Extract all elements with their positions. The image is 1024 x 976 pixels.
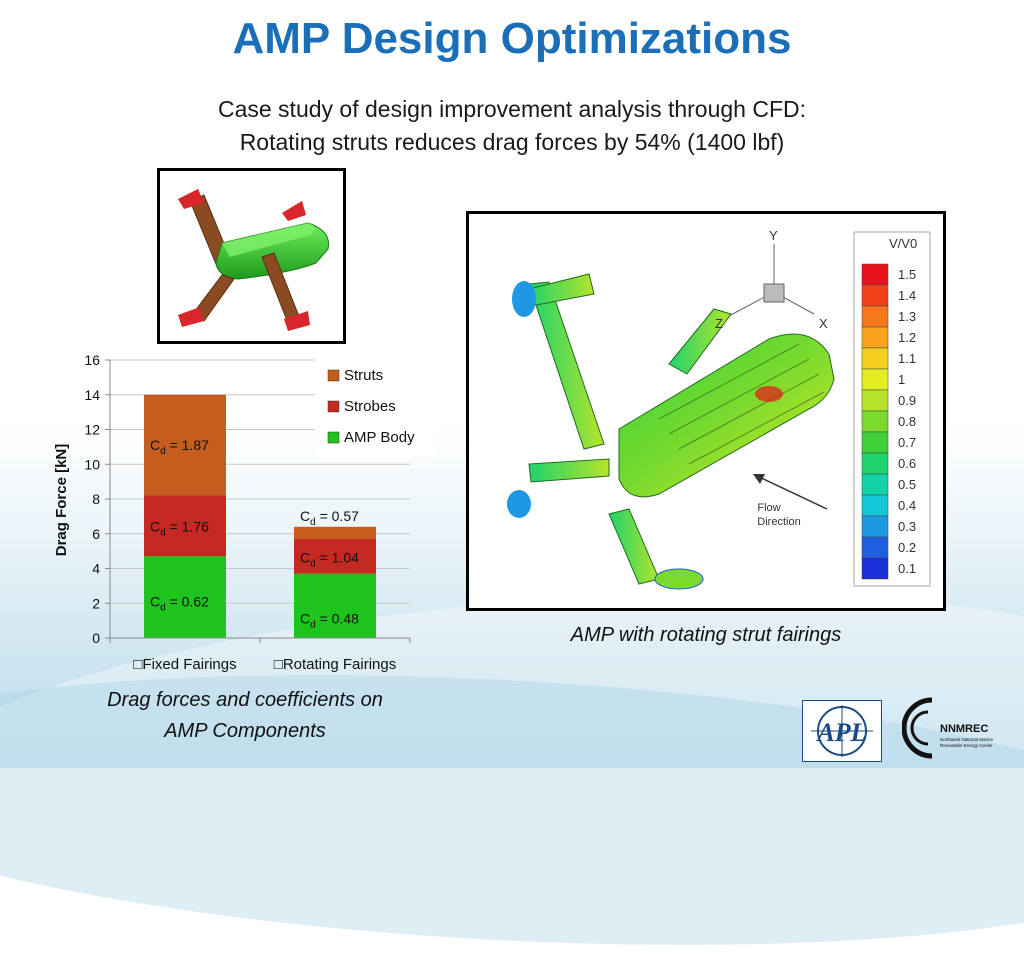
amp-render-image xyxy=(157,168,346,344)
legend-label: Struts xyxy=(344,367,383,384)
colorbar-tick-label: 0.4 xyxy=(898,498,916,513)
colorbar-swatch xyxy=(861,557,889,580)
colorbar-swatch xyxy=(861,347,889,370)
legend-swatch xyxy=(327,400,340,413)
data-label: Cd = 1.04 xyxy=(300,549,359,569)
bar-segment xyxy=(294,526,376,539)
colorbar-tick-label: 1 xyxy=(898,372,905,387)
data-label: Cd = 1.76 xyxy=(150,519,209,539)
bar-segment xyxy=(294,538,376,574)
nnmrec-logo: NNMREC Northwest National Marine Renewab… xyxy=(901,692,1012,762)
y-tick-label: 10 xyxy=(84,456,100,472)
colorbar-swatch xyxy=(861,284,889,307)
y-tick-label: 4 xyxy=(92,561,100,577)
colorbar-tick-label: 0.1 xyxy=(898,561,916,576)
bar-segment xyxy=(144,495,226,557)
colorbar-tick-label: 0.9 xyxy=(898,393,916,408)
chart-axes: 0 2 4 6 8 10 12 14 16 □Fixed Fairings □Rotating Fa… xyxy=(84,352,411,673)
x-tick-label: □Fixed Fairings xyxy=(133,656,236,673)
data-label: Cd = 0.62 xyxy=(150,593,209,613)
slide-title: AMP Design Optimizations xyxy=(232,14,792,63)
colorbar-swatch xyxy=(861,263,889,286)
colorbar-title: V/V0 xyxy=(889,236,917,251)
flow-label-2: Direction xyxy=(757,516,800,528)
colorbar-swatch xyxy=(861,473,889,496)
subtitle-line-1: Case study of design improvement analysi… xyxy=(217,96,807,122)
colorbar-tick-label: 1.5 xyxy=(898,267,916,282)
colorbar-tick-label: 1.1 xyxy=(898,351,916,366)
axis-x-label: X xyxy=(819,316,828,331)
chart-y-axis-label: Drag Force [kN] xyxy=(53,444,70,557)
bar-segment xyxy=(294,573,376,638)
nnmrec-logo-sub2: Renewable Energy Center xyxy=(940,743,993,748)
chart-caption-line-2: AMP Components xyxy=(164,720,326,742)
slide-subtitle: Case study of design improvement analysi… xyxy=(0,93,1024,159)
colorbar-swatch xyxy=(861,515,889,538)
y-tick-label: 14 xyxy=(84,387,100,403)
y-tick-label: 8 xyxy=(92,491,100,507)
y-tick-label: 12 xyxy=(84,422,100,438)
data-label: Cd = 0.57 xyxy=(300,508,359,528)
colorbar-swatch xyxy=(861,368,889,391)
chart-caption: Drag forces and coefficients on AMP Comp… xyxy=(60,685,430,747)
colorbar-tick-label: 0.7 xyxy=(898,435,916,450)
y-tick-label: 0 xyxy=(92,630,100,646)
colorbar-tick-label: 0.2 xyxy=(898,540,916,555)
axis-y-label: Y xyxy=(769,228,778,243)
apl-logo-text: APL xyxy=(815,718,866,747)
chart-bars: Cd = 0.62 Cd = 1.76 Cd = 1.87 Cd = 0.48 Cd =… xyxy=(144,394,376,638)
colorbar-tick-label: 0.8 xyxy=(898,414,916,429)
colorbar-swatch xyxy=(861,389,889,412)
y-tick-label: 2 xyxy=(92,595,100,611)
y-tick-label: 16 xyxy=(84,352,100,368)
apl-logo: APL xyxy=(802,700,882,762)
colorbar-tick-label: 0.6 xyxy=(898,456,916,471)
axis-z-label: Z xyxy=(715,316,723,331)
bar-segment xyxy=(144,394,226,496)
colorbar-swatch xyxy=(861,305,889,328)
nnmrec-logo-sub1: Northwest National Marine xyxy=(940,737,994,742)
colorbar-swatch xyxy=(861,431,889,454)
y-tick-label: 6 xyxy=(92,526,100,542)
colorbar-swatch xyxy=(861,494,889,517)
colorbar-tick-label: 0.3 xyxy=(898,519,916,534)
nnmrec-logo-text: NNMREC xyxy=(940,723,988,735)
legend-swatch xyxy=(327,431,340,444)
cfd-velocity-image: Y Z X Flow Direction V/V0 1.5 1.4 1.3 1.2 1.… xyxy=(466,211,946,611)
colorbar-swatch xyxy=(861,452,889,475)
drag-force-chart: Cd = 0.62 Cd = 1.76 Cd = 1.87 Cd = 0.48 Cd =… xyxy=(53,352,435,673)
colorbar-tick-label: 0.5 xyxy=(898,477,916,492)
colorbar-tick-label: 1.4 xyxy=(898,288,916,303)
colorbar-swatch xyxy=(861,410,889,433)
colorbar-tick-label: 1.3 xyxy=(898,309,916,324)
legend-label: AMP Body xyxy=(344,429,415,446)
x-tick-label: □Rotating Fairings xyxy=(274,656,396,673)
amp-render-drawing xyxy=(178,189,330,331)
legend-label: Strobes xyxy=(344,398,396,415)
colorbar: 1.5 1.4 1.3 1.2 1.1 1 0.9 0.8 0.7 0.6 0.5 0.4 0.3 0.2… xyxy=(861,263,916,580)
cfd-drawing: Y Z X Flow Direction V/V0 1.51.41.31.21.… xyxy=(507,228,931,590)
legend-swatch xyxy=(327,369,340,382)
chart-legend: Struts Strobes AMP Body xyxy=(315,359,435,457)
chart-caption-line-1: Drag forces and coefficients on xyxy=(107,689,383,711)
flow-label-1: Flow xyxy=(757,502,780,514)
cfd-caption: AMP with rotating strut fairings xyxy=(570,624,842,646)
colorbar-tick-label: 1.2 xyxy=(898,330,916,345)
colorbar-swatch xyxy=(861,536,889,559)
data-label: Cd = 0.48 xyxy=(300,611,359,631)
data-label: Cd = 1.87 xyxy=(150,437,209,457)
bar-segment xyxy=(144,556,226,638)
colorbar-swatch xyxy=(861,326,889,349)
subtitle-line-2: Rotating struts reduces drag forces by 5… xyxy=(239,129,785,155)
